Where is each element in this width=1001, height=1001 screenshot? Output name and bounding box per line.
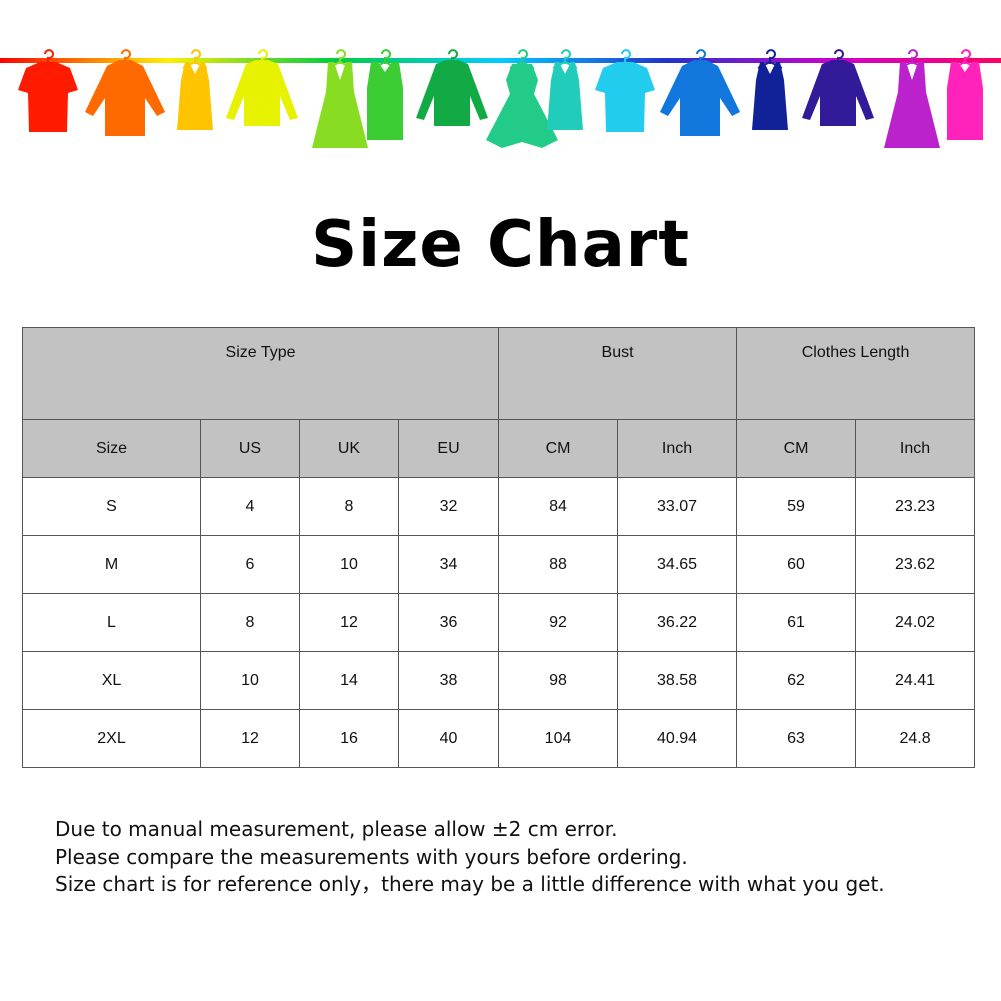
table-cell: 63 — [736, 709, 857, 768]
garment-sweater-icon — [802, 49, 874, 126]
table-cell: 59 — [736, 477, 857, 536]
notes: Due to manual measurement, please allow … — [55, 816, 885, 899]
table-cell: XL — [22, 651, 201, 710]
table-cell: 16 — [299, 709, 399, 768]
clothes-line-banner — [0, 49, 1001, 148]
table-cell: 33.07 — [617, 477, 738, 536]
table-cell: 104 — [498, 709, 619, 768]
table-cell: 36.22 — [617, 593, 738, 652]
column-header: EU — [397, 419, 500, 478]
table-cell: 34 — [397, 535, 500, 594]
column-header: CM — [498, 419, 619, 478]
table-cell: 24.8 — [855, 709, 976, 768]
table-row: 2XL 12 16 40 104 40.94 63 24.8 — [22, 709, 976, 768]
note-line: Due to manual measurement, please allow … — [55, 817, 618, 841]
group-header-bust: Bust — [498, 327, 738, 420]
table-cell: 12 — [299, 593, 399, 652]
garment-dress-icon — [884, 49, 940, 148]
table-cell: 60 — [736, 535, 857, 594]
garment-sweater-icon — [226, 49, 298, 126]
table-row: XL 10 14 38 98 38.58 62 24.41 — [22, 651, 976, 710]
table-cell: 32 — [397, 477, 500, 536]
table-cell: 4 — [200, 477, 300, 536]
garment-tank-icon — [177, 49, 213, 130]
table-cell: 6 — [200, 535, 300, 594]
table-cell: 12 — [200, 709, 300, 768]
table-row: L 8 12 36 92 36.22 61 24.02 — [22, 593, 976, 652]
garment-tshirt-icon — [595, 49, 655, 132]
table-cell: S — [22, 477, 201, 536]
table-cell: 14 — [299, 651, 399, 710]
table-cell: 98 — [498, 651, 619, 710]
table-cell: L — [22, 593, 201, 652]
table-cell: 38 — [397, 651, 500, 710]
garment-gown-icon — [486, 49, 558, 148]
table-cell: 23.23 — [855, 477, 976, 536]
table-cell: 34.65 — [617, 535, 738, 594]
table-cell: 10 — [299, 535, 399, 594]
page-title: Size Chart — [311, 208, 690, 282]
table-row: M 6 10 34 88 34.65 60 23.62 — [22, 535, 976, 594]
table-cell: 38.58 — [617, 651, 738, 710]
table-cell: 88 — [498, 535, 619, 594]
garment-shirt-icon — [85, 49, 165, 136]
column-header: UK — [299, 419, 399, 478]
table-cell: 24.02 — [855, 593, 976, 652]
column-header: Inch — [855, 419, 976, 478]
column-header: CM — [736, 419, 857, 478]
table-cell: 24.41 — [855, 651, 976, 710]
table-cell: 23.62 — [855, 535, 976, 594]
note-line: Size chart is for reference only，there m… — [55, 872, 885, 896]
table-cell: 62 — [736, 651, 857, 710]
group-header-size-type: Size Type — [21, 327, 500, 420]
garment-belted-dress-icon — [947, 49, 983, 140]
table-cell: 61 — [736, 593, 857, 652]
column-header: US — [200, 419, 300, 478]
garment-tank-icon — [752, 49, 788, 130]
table-row: S 4 8 32 84 33.07 59 23.23 — [22, 477, 976, 536]
table-cell: 10 — [200, 651, 300, 710]
column-header: Size — [22, 419, 201, 478]
garment-sweater-icon — [416, 49, 488, 126]
table-cell: 92 — [498, 593, 619, 652]
table-cell: 40 — [397, 709, 500, 768]
note-line: Please compare the measurements with you… — [55, 844, 688, 869]
garment-shirt-icon — [660, 49, 740, 136]
table-cell: 8 — [200, 593, 300, 652]
garment-belted-dress-icon — [367, 49, 403, 140]
garment-dress-icon — [312, 49, 368, 148]
table-cell: M — [22, 535, 201, 594]
garment-tshirt-icon — [18, 49, 78, 132]
group-header-clothes-length: Clothes Length — [736, 327, 976, 420]
table-cell: 36 — [397, 593, 500, 652]
clothes-rod — [0, 58, 1001, 63]
size-chart-table: Size Type Bust Clothes Length Size US UK EU… — [21, 327, 976, 768]
garment-tank-icon — [547, 49, 583, 130]
table-cell: 8 — [299, 477, 399, 536]
column-header: Inch — [617, 419, 738, 478]
table-cell: 2XL — [22, 709, 201, 768]
table-cell: 84 — [498, 477, 619, 536]
table-cell: 40.94 — [617, 709, 738, 768]
